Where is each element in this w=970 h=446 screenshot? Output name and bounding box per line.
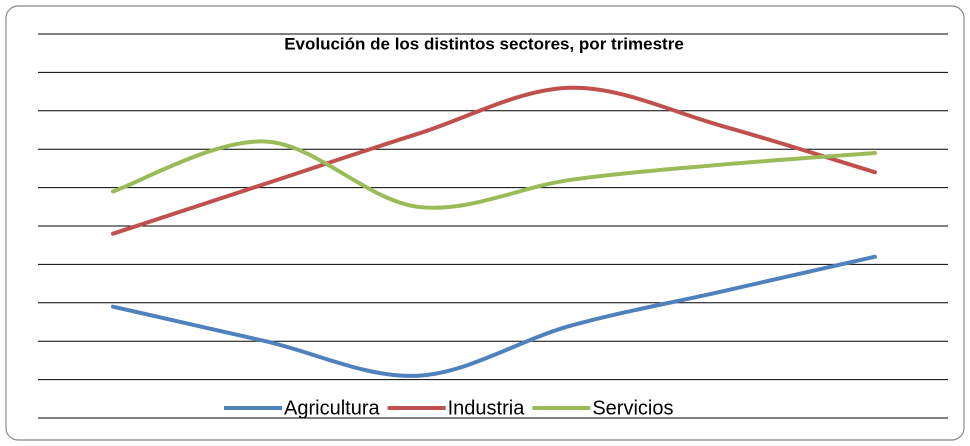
grid [38,33,948,419]
chart-frame [5,5,965,441]
legend-label: Agricultura [284,397,380,419]
chart-title: Evolución de los distintos sectores, por… [284,34,684,53]
series-line [111,139,877,210]
plot [111,85,877,378]
legend: Agricultura Industria Servicios [224,397,673,419]
legend-label: Servicios [592,397,673,419]
series-line [111,254,877,378]
series-line [111,85,877,236]
legend-label: Industria [448,397,526,419]
